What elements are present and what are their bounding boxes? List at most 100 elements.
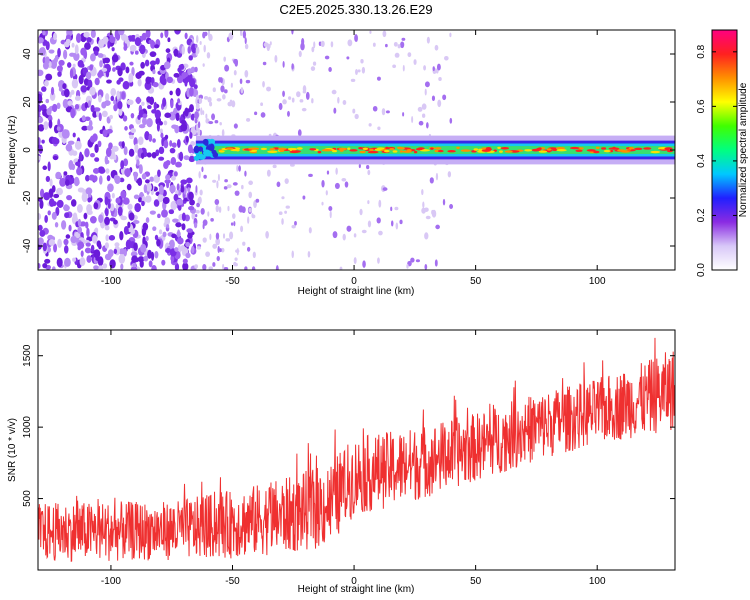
spectrogram-noise-speck bbox=[266, 86, 272, 92]
spectrogram-noise-speck bbox=[437, 99, 442, 108]
spectrogram-noise-speck bbox=[227, 101, 233, 107]
spectrogram-noise-speck bbox=[361, 229, 367, 234]
spectrogram-ytick-label: 40 bbox=[22, 48, 33, 60]
signal-band-hotspot bbox=[359, 150, 366, 154]
spectrogram-noise-speck bbox=[46, 107, 52, 116]
spectrogram-noise-speck bbox=[166, 224, 170, 229]
spectrogram-noise-speck bbox=[417, 106, 423, 112]
spectrogram-noise-speck bbox=[230, 222, 234, 226]
spectrogram-noise-speck bbox=[105, 234, 109, 242]
spectrogram-noise-speck bbox=[302, 90, 307, 94]
spectrogram-noise-speck bbox=[93, 249, 101, 259]
signal-band-hotspot bbox=[500, 147, 510, 150]
snr-y-ticks: 500 1000 1500 bbox=[22, 344, 675, 507]
spectrogram-noise-speck bbox=[278, 211, 283, 215]
spectrogram-noise-speck bbox=[326, 170, 330, 175]
spectrogram-noise-speck bbox=[173, 48, 179, 57]
spectrogram-noise-speck bbox=[127, 203, 133, 210]
spectrogram-noise-speck bbox=[93, 202, 99, 210]
spectrogram-noise-speck bbox=[123, 45, 128, 51]
signal-band-hotspot bbox=[392, 150, 398, 153]
snr-xtick-label: 0 bbox=[351, 576, 357, 587]
signal-band-hotspot bbox=[586, 149, 596, 152]
spectrogram-noise-speck bbox=[178, 64, 185, 70]
spectrogram-noise-speck bbox=[196, 46, 200, 51]
spectrogram-noise-speck bbox=[163, 139, 169, 149]
spectrogram-noise-speck bbox=[89, 135, 97, 143]
spectrogram-noise-speck bbox=[360, 59, 364, 64]
spectrogram-noise-speck bbox=[415, 259, 421, 263]
spectrogram-noise-speck bbox=[175, 87, 181, 97]
spectrogram-noise-speck bbox=[154, 109, 162, 120]
spectrogram-noise-speck bbox=[122, 115, 128, 122]
spectrogram-noise-speck bbox=[90, 153, 95, 158]
spectrogram-noise-speck bbox=[51, 211, 57, 220]
signal-band-hotspot bbox=[347, 147, 351, 150]
spectrogram-noise-speck bbox=[72, 63, 76, 68]
spectrogram-noise-speck bbox=[180, 123, 188, 132]
snr-xtick-label: 100 bbox=[589, 576, 606, 587]
spectrogram-noise-speck bbox=[111, 145, 119, 152]
spectrogram-noise-speck bbox=[53, 193, 60, 199]
spectrogram-noise-speck bbox=[137, 114, 141, 120]
spectrogram-noise-speck bbox=[284, 210, 287, 214]
spectrogram-noise-speck bbox=[390, 206, 393, 212]
spectrogram-noise-speck bbox=[194, 264, 198, 269]
spectrogram-noise-speck bbox=[79, 257, 86, 267]
spectrogram-noise-speck bbox=[141, 200, 145, 207]
spectrogram-noise-speck bbox=[74, 140, 82, 150]
spectrogram-noise-speck bbox=[56, 65, 63, 72]
spectrogram-noise-speck bbox=[181, 72, 189, 78]
spectrogram-noise-speck bbox=[38, 212, 42, 221]
spectrogram-noise-speck bbox=[134, 50, 139, 55]
spectrogram-noise-speck bbox=[205, 113, 208, 119]
spectrogram-noise-speck bbox=[133, 242, 138, 252]
spectrogram-noise-speck bbox=[214, 119, 219, 124]
spectrogram-noise-speck bbox=[44, 80, 49, 87]
spectrogram-noise-speck bbox=[160, 132, 164, 139]
spectrogram-noise-speck bbox=[42, 165, 48, 170]
signal-band-hotspot bbox=[406, 149, 412, 152]
spectrogram-noise-speck bbox=[154, 44, 160, 49]
spectrogram-noise-speck bbox=[107, 201, 111, 209]
spectrogram-noise-speck bbox=[84, 116, 91, 121]
spectrogram-noise-speck bbox=[56, 126, 61, 131]
spectrogram-noise-speck bbox=[357, 69, 361, 73]
spectrogram-noise-speck bbox=[89, 86, 96, 96]
signal-band-hotspot bbox=[362, 147, 369, 151]
spectrogram-noise-speck bbox=[320, 40, 325, 47]
spectrogram-noise-speck bbox=[233, 221, 236, 227]
spectrogram-noise-speck bbox=[166, 76, 174, 84]
spectrogram-noise-speck bbox=[311, 98, 314, 104]
spectrogram-noise-speck bbox=[372, 105, 378, 112]
spectrogram-noise-speck bbox=[362, 260, 366, 268]
spectrogram-noise-speck bbox=[209, 101, 213, 107]
spectrogram-noise-speck bbox=[176, 183, 180, 192]
spectrogram-noise-speck bbox=[43, 121, 49, 130]
spectrogram-noise-speck bbox=[208, 266, 214, 270]
spectrogram-noise-speck bbox=[123, 158, 129, 167]
spectrogram-noise-speck bbox=[202, 264, 207, 270]
spectrogram-noise-speck bbox=[182, 258, 188, 264]
signal-band-hotspot bbox=[497, 146, 501, 150]
spectrogram-noise-speck bbox=[325, 190, 328, 196]
spectrogram-noise-speck bbox=[57, 71, 62, 77]
spectrogram-noise-speck bbox=[132, 219, 140, 225]
signal-band-hotspot bbox=[447, 150, 456, 153]
spectrogram-noise-speck bbox=[152, 226, 157, 232]
spectrogram-noise-speck bbox=[195, 102, 200, 110]
spectrogram-noise-speck bbox=[176, 237, 184, 245]
spectrogram-noise-speck bbox=[203, 31, 208, 37]
spectrogram-noise-speck bbox=[246, 246, 251, 252]
spectrogram-noise-speck bbox=[196, 246, 202, 250]
spectrogram-noise-speck bbox=[72, 132, 76, 138]
spectrogram-noise-speck bbox=[367, 200, 370, 205]
spectrogram-noise-speck bbox=[111, 192, 115, 199]
spectrogram-y-label: Frequency (Hz) bbox=[7, 116, 18, 185]
spectrogram-noise-speck bbox=[77, 218, 82, 227]
spectrogram-noise-speck bbox=[313, 41, 316, 49]
spectrogram-noise-speck bbox=[113, 219, 118, 225]
spectrogram-noise-speck bbox=[208, 33, 213, 42]
signal-band-hotspot bbox=[460, 149, 471, 152]
spectrogram-noise-speck bbox=[187, 45, 191, 54]
